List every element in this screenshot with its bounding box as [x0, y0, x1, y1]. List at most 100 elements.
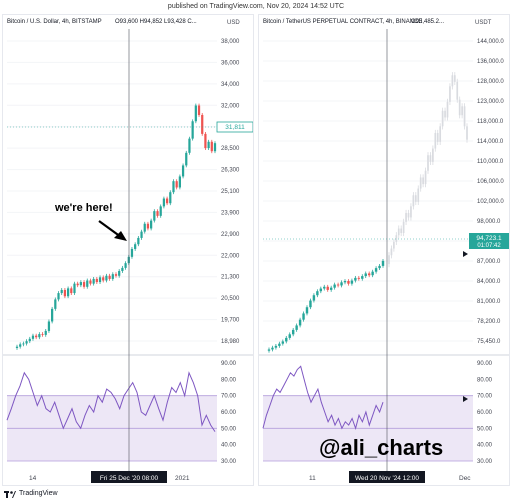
R-candle: [316, 289, 319, 298]
L-candle-body: [150, 220, 153, 229]
L-candle: [169, 190, 172, 206]
L-candle-body: [54, 299, 57, 309]
tradingview-footer[interactable]: TradingView: [4, 487, 58, 501]
left-chart-panel[interactable]: Bitcoin / U.S. Dollar, 4h, BITSTAMP O93,…: [2, 14, 254, 486]
L-candle: [204, 131, 207, 150]
right-projection-body: [441, 110, 444, 127]
R-candle-body: [302, 313, 305, 320]
L-candle: [28, 336, 31, 344]
R-candle: [302, 311, 305, 322]
L-candle: [197, 103, 201, 117]
left-last-price: 31,811: [225, 124, 245, 131]
left-annotation-arrow-head: [114, 231, 127, 241]
L-candle-body: [105, 275, 108, 281]
R-price-tick: 84,000.0: [477, 279, 501, 285]
R-candle: [371, 269, 374, 278]
right-projection-candle: [395, 232, 398, 245]
R-candle-body: [357, 277, 361, 279]
R-candle: [312, 293, 316, 303]
L-candle: [19, 342, 22, 349]
right-time-label-dec: Dec: [459, 475, 471, 482]
L-candle: [102, 275, 105, 283]
R-candle-body: [305, 307, 309, 314]
R-candle-body: [288, 334, 291, 338]
L-rsi-tick: 80.00: [221, 377, 237, 383]
R-candle: [285, 335, 288, 344]
L-candle-body: [95, 278, 98, 283]
R-candle-body: [312, 295, 316, 301]
R-candle-body: [285, 337, 288, 342]
L-candle-body: [70, 288, 73, 294]
R-price-tick: 110,000.0: [477, 159, 504, 165]
left-chart-svg[interactable]: Bitcoin / U.S. Dollar, 4h, BITSTAMP O93,…: [3, 15, 254, 486]
L-candle: [86, 278, 89, 289]
L-candle: [201, 113, 204, 136]
R-candle: [350, 278, 354, 286]
L-candle-body: [73, 283, 76, 294]
left-currency-label[interactable]: USD: [227, 20, 240, 26]
L-candle-body: [22, 343, 25, 345]
L-candle-body: [111, 274, 114, 279]
right-projection-candle: [393, 238, 395, 252]
R-rsi-tick: 80.00: [477, 377, 493, 383]
L-candle: [118, 269, 121, 278]
L-candle: [66, 286, 70, 299]
R-candle-body: [350, 280, 354, 284]
L-price-tick: 23,900: [221, 210, 240, 216]
L-crosshair-time-box: [91, 471, 167, 483]
R-candle: [329, 285, 333, 292]
R-candle: [274, 343, 278, 350]
L-candle: [207, 139, 210, 150]
L-price-tick: 36,000: [221, 60, 240, 66]
R-candle: [357, 275, 361, 281]
right-projection-body: [414, 195, 417, 202]
L-candle: [175, 179, 178, 190]
R-candle: [364, 271, 367, 279]
right-projection-candle: [429, 152, 432, 165]
R-price-tick: 144,000.0: [477, 39, 504, 45]
right-currency-label[interactable]: USDT: [475, 20, 492, 26]
right-projection-body: [412, 195, 415, 207]
right-projection-body: [432, 148, 434, 162]
R-candle: [367, 271, 371, 278]
L-rsi-tick: 60.00: [221, 410, 237, 416]
R-candle: [361, 274, 364, 281]
R-candle-body: [309, 300, 312, 308]
R-candle-body: [361, 276, 364, 279]
R-candle: [295, 323, 298, 332]
L-price-tick: 22,000: [221, 253, 240, 259]
R-candle: [298, 317, 302, 328]
L-candle-body: [143, 223, 146, 232]
R-candle-body: [326, 286, 329, 290]
L-candle-body: [66, 288, 70, 297]
right-projection-body: [405, 213, 407, 222]
R-candle: [354, 275, 357, 283]
R-candle: [381, 258, 385, 268]
L-candle-body: [38, 334, 41, 338]
L-candle: [70, 286, 73, 296]
R-candle: [319, 286, 323, 294]
R-candle: [343, 279, 347, 285]
R-candle: [267, 347, 271, 353]
R-price-tick: 118,000.0: [477, 119, 504, 125]
L-candle-body: [191, 121, 194, 139]
left-time-label-2021: 2021: [175, 475, 190, 482]
right-projection-body: [424, 170, 427, 185]
L-candle: [15, 344, 19, 350]
L-candle: [159, 204, 162, 218]
R-candle-body: [278, 343, 281, 346]
right-chart-panel[interactable]: Bitcoin / TetherUS PERPETUAL CONTRACT, 4…: [258, 14, 510, 486]
R-candle: [326, 284, 329, 292]
L-candle: [181, 163, 185, 179]
L-candle-body: [181, 165, 185, 177]
right-projection-candle: [446, 98, 449, 121]
R-candle-body: [291, 329, 295, 335]
right-projection-body: [461, 106, 463, 116]
right-projection-candle: [397, 225, 400, 239]
right-projection-candle: [412, 192, 415, 210]
right-projection-candle: [390, 245, 393, 259]
right-projection-body: [449, 86, 451, 102]
L-candle-body: [153, 211, 156, 221]
right-chart-svg[interactable]: Bitcoin / TetherUS PERPETUAL CONTRACT, 4…: [259, 15, 510, 486]
L-price-tick: 25,100: [221, 189, 240, 195]
